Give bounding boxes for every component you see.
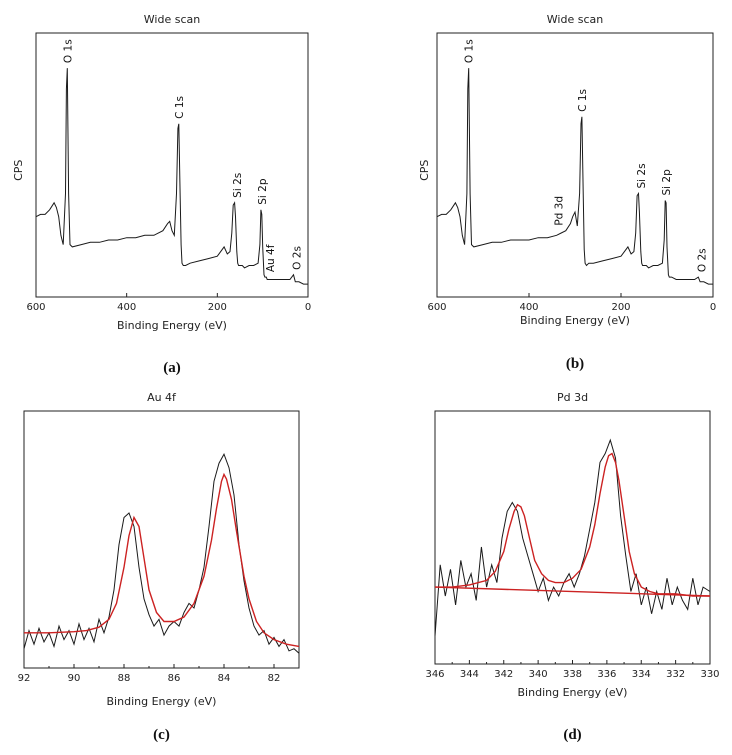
chart-panel-b: Wide scan 600 400 200 0 Binding Energy (eV) CP…: [418, 13, 716, 372]
y-axis-label: CPS: [418, 160, 431, 181]
x-tick-label: 0: [710, 302, 716, 313]
x-tick-label: 200: [208, 302, 227, 313]
x-tick-label: 82: [268, 673, 281, 684]
x-tick-label: 346: [425, 669, 444, 680]
series-spectrum: [434, 438, 711, 637]
x-tick-label: 334: [632, 669, 651, 680]
peak-label: O 2s: [697, 248, 709, 272]
x-tick-label: 84: [218, 673, 231, 684]
chart-title: Wide scan: [547, 13, 603, 26]
panel-label: (a): [163, 360, 181, 376]
x-axis-label: Binding Energy (eV): [107, 695, 217, 708]
x-axis-label: Binding Energy (eV): [520, 314, 630, 327]
peak-label: Si 2s: [232, 173, 244, 198]
x-tick-label: 600: [26, 302, 45, 313]
series-spectrum: [23, 453, 300, 654]
chart-title: Au 4f: [147, 391, 177, 404]
x-tick-label: 400: [519, 302, 538, 313]
peak-label: Si 2s: [636, 163, 648, 188]
peak-label: O 1s: [62, 39, 74, 63]
x-tick-label: 338: [563, 669, 582, 680]
x-tick-label: 86: [168, 673, 181, 684]
peak-label: Si 2p: [661, 169, 673, 196]
series-spectrum: [35, 68, 308, 285]
chart-panel-c: Au 4f 92 90 88 86 84 82 Binding Energy (eV) (c): [18, 391, 300, 743]
chart-title: Wide scan: [144, 13, 200, 26]
x-tick-label: 0: [305, 302, 311, 313]
peak-label: O 2s: [292, 246, 304, 270]
x-tick-label: 88: [118, 673, 131, 684]
chart-title: Pd 3d: [557, 391, 588, 404]
plot-frame: [35, 32, 309, 298]
peak-label: Pd 3d: [553, 196, 565, 226]
panel-label: (b): [566, 356, 584, 372]
series-fit: [435, 452, 710, 597]
x-axis-label: Binding Energy (eV): [518, 686, 628, 699]
series-spectrum: [436, 68, 713, 285]
x-tick-label: 400: [117, 302, 136, 313]
series-baseline: [434, 586, 711, 597]
x-tick-label: 90: [68, 673, 81, 684]
x-tick-label: 200: [611, 302, 630, 313]
x-tick-label: 344: [460, 669, 479, 680]
peak-label: Si 2p: [257, 178, 269, 205]
peak-label: C 1s: [577, 89, 589, 112]
x-tick-label: 340: [529, 669, 548, 680]
x-tick-label: 330: [700, 669, 719, 680]
y-axis-label: CPS: [12, 160, 25, 181]
x-tick-label: 336: [597, 669, 616, 680]
x-tick-label: 332: [666, 669, 685, 680]
x-axis-label: Binding Energy (eV): [117, 319, 227, 332]
plot-frame: [436, 32, 714, 298]
x-tick-label: 600: [427, 302, 446, 313]
panel-label: (c): [153, 727, 170, 743]
peak-label: O 1s: [464, 39, 476, 63]
peak-label: C 1s: [174, 96, 186, 119]
plot-frame: [23, 410, 300, 669]
panel-label: (d): [563, 727, 581, 743]
peak-label: Au 4f: [265, 244, 277, 272]
chart-panel-a: Wide scan 600 400 200 0 Binding Energy (eV) CP…: [12, 13, 311, 376]
x-tick-label: 92: [18, 673, 31, 684]
x-tick-label: 342: [494, 669, 513, 680]
plot-frame: [434, 410, 711, 665]
series-fit: [24, 472, 300, 648]
chart-panel-d: Pd 3d 346 344 342 340 338 336 334 332 330 Binding …: [425, 391, 719, 743]
